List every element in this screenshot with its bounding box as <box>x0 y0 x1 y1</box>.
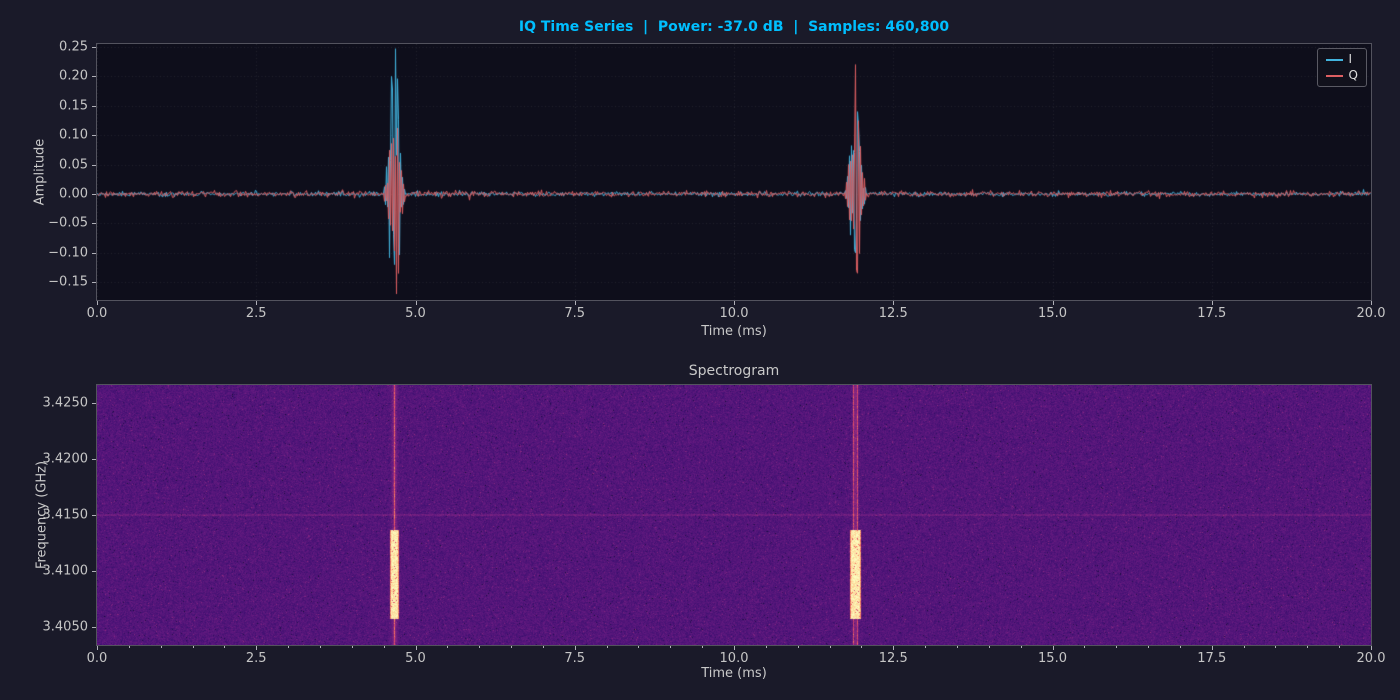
x-tick-mark <box>574 301 576 305</box>
y-tick-label: 0.15 <box>59 98 88 114</box>
x-tick-label: 7.5 <box>564 306 586 321</box>
x-minor-tick-mark <box>702 646 704 648</box>
x-tick-mark <box>256 301 258 305</box>
legend-item-q: Q <box>1325 68 1358 82</box>
y-tick-label: −0.10 <box>48 245 88 261</box>
x-tick-label: 0.0 <box>86 306 108 321</box>
x-minor-tick-mark <box>511 646 513 648</box>
x-tick-label: 20.0 <box>1356 651 1386 666</box>
x-tick-mark <box>734 301 735 305</box>
iq-plot-title: IQ Time Series | Power: -37.0 dB | Sampl… <box>518 19 950 35</box>
x-tick-label: 0.0 <box>86 651 108 666</box>
iq-plot-area: I Q <box>96 43 1372 301</box>
iq-y-axis-label: Amplitude <box>32 138 48 206</box>
x-tick-mark <box>1052 646 1054 650</box>
y-tick-label: 0.05 <box>59 157 88 173</box>
x-minor-tick-mark <box>797 646 799 648</box>
x-minor-tick-mark <box>224 646 226 648</box>
x-tick-mark <box>893 646 895 650</box>
x-tick-mark <box>1211 646 1213 650</box>
x-minor-tick-mark <box>829 646 831 648</box>
x-minor-tick-mark <box>542 646 544 648</box>
x-tick-mark <box>415 301 417 305</box>
x-tick-label: 12.5 <box>878 651 908 666</box>
x-minor-tick-mark <box>351 646 353 648</box>
i-series-line-swatch <box>1325 58 1343 61</box>
x-minor-tick-mark <box>1339 646 1341 648</box>
x-minor-tick-mark <box>479 646 481 648</box>
x-minor-tick-mark <box>638 646 640 648</box>
x-minor-tick-mark <box>1116 646 1118 648</box>
x-minor-tick-mark <box>319 646 321 648</box>
x-minor-tick-mark <box>128 646 130 648</box>
x-tick-mark <box>893 301 895 305</box>
x-minor-tick-mark <box>383 646 385 648</box>
x-tick-mark <box>97 646 98 650</box>
x-tick-label: 17.5 <box>1197 651 1227 666</box>
legend-item-i: I <box>1325 52 1358 66</box>
q-series-line-swatch <box>1325 74 1343 77</box>
spec-x-axis-label: Time (ms) <box>701 666 767 681</box>
x-tick-mark <box>1371 646 1372 650</box>
x-tick-label: 2.5 <box>245 306 267 321</box>
spectrogram-canvas <box>97 385 1371 645</box>
y-tick-label: −0.15 <box>48 274 88 290</box>
x-tick-label: 7.5 <box>564 651 586 666</box>
iq-timeseries-canvas <box>97 44 1371 300</box>
iq-legend: I Q <box>1316 48 1367 87</box>
iq-x-axis-label: Time (ms) <box>701 324 767 339</box>
x-tick-label: 2.5 <box>245 651 267 666</box>
x-minor-tick-mark <box>765 646 767 648</box>
x-tick-label: 15.0 <box>1038 306 1067 321</box>
x-minor-tick-mark <box>1243 646 1245 648</box>
x-tick-mark <box>734 646 735 650</box>
x-minor-tick-mark <box>288 646 290 648</box>
y-tick-label: 3.4250 <box>42 395 89 411</box>
x-tick-label: 20.0 <box>1356 306 1386 321</box>
x-tick-label: 15.0 <box>1038 651 1067 666</box>
x-tick-label: 5.0 <box>405 651 426 666</box>
x-minor-tick-mark <box>1179 646 1181 648</box>
spectrogram-title: Spectrogram <box>688 363 780 379</box>
x-tick-mark <box>1211 301 1213 305</box>
y-tick-label: 0.20 <box>59 68 88 84</box>
x-minor-tick-mark <box>1148 646 1150 648</box>
x-minor-tick-mark <box>606 646 608 648</box>
x-minor-tick-mark <box>1020 646 1022 648</box>
x-minor-tick-mark <box>1275 646 1277 648</box>
x-minor-tick-mark <box>1307 646 1309 648</box>
spec-y-axis-label: Frequency (GHz) <box>34 460 50 570</box>
y-tick-label: −0.05 <box>48 215 88 231</box>
x-minor-tick-mark <box>861 646 863 648</box>
y-tick-label: 0.10 <box>59 127 88 143</box>
y-tick-label: 0.25 <box>59 39 88 55</box>
x-minor-tick-mark <box>192 646 194 648</box>
x-minor-tick-mark <box>447 646 449 648</box>
x-tick-label: 10.0 <box>719 306 749 321</box>
x-tick-mark <box>97 301 98 305</box>
x-tick-mark <box>256 646 258 650</box>
x-minor-tick-mark <box>670 646 672 648</box>
i-series-label: I <box>1348 52 1353 66</box>
x-tick-label: 10.0 <box>719 651 749 666</box>
x-tick-mark <box>415 646 417 650</box>
q-series-label: Q <box>1348 68 1358 82</box>
x-tick-mark <box>1371 301 1372 305</box>
x-tick-mark <box>1052 301 1054 305</box>
x-minor-tick-mark <box>988 646 990 648</box>
x-tick-label: 5.0 <box>405 306 426 321</box>
y-tick-label: 3.4050 <box>42 619 89 635</box>
y-tick-label: 0.00 <box>59 186 88 202</box>
x-minor-tick-mark <box>925 646 927 648</box>
spectrogram-plot-area <box>96 384 1372 646</box>
x-tick-mark <box>574 646 576 650</box>
x-minor-tick-mark <box>160 646 162 648</box>
x-minor-tick-mark <box>956 646 958 648</box>
x-tick-label: 17.5 <box>1197 306 1227 321</box>
x-minor-tick-mark <box>1084 646 1086 648</box>
x-tick-label: 12.5 <box>878 306 908 321</box>
